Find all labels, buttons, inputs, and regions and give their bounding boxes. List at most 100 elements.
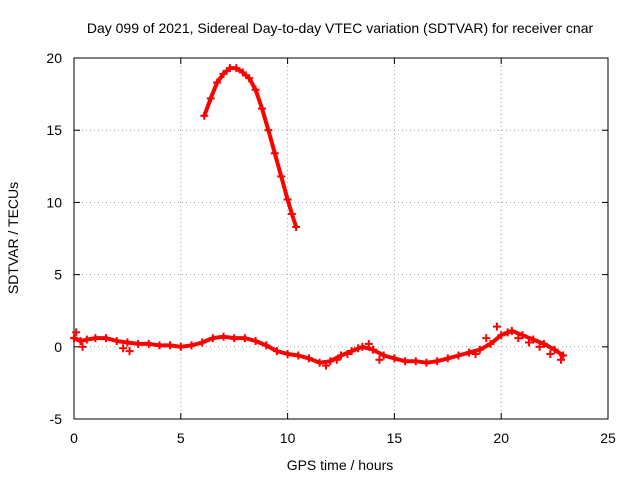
data-point bbox=[322, 361, 331, 370]
data-point bbox=[332, 355, 341, 364]
data-point bbox=[475, 345, 484, 354]
y-axis-title: SDTVAR / TECUs bbox=[5, 182, 21, 294]
data-point bbox=[91, 334, 100, 343]
data-point bbox=[529, 335, 538, 344]
series-satellite-arcs-low-overlap bbox=[72, 322, 566, 370]
data-point bbox=[272, 347, 281, 356]
data-point bbox=[550, 345, 559, 354]
data-point bbox=[482, 334, 491, 343]
data-point bbox=[82, 335, 91, 344]
data-point bbox=[76, 337, 85, 346]
data-point bbox=[539, 339, 548, 348]
data-point bbox=[208, 334, 217, 343]
x-tick-label: 10 bbox=[280, 430, 296, 446]
data-point bbox=[283, 350, 292, 359]
x-tick-label: 15 bbox=[387, 430, 403, 446]
data-point bbox=[454, 351, 463, 360]
y-tick-label: 0 bbox=[54, 339, 62, 355]
data-point bbox=[559, 351, 568, 360]
data-point bbox=[245, 74, 254, 83]
data-point bbox=[471, 350, 480, 359]
data-point bbox=[264, 126, 273, 135]
data-point bbox=[486, 339, 495, 348]
data-point bbox=[390, 354, 399, 363]
x-axis-title: GPS time / hours bbox=[287, 457, 394, 473]
data-point bbox=[112, 337, 121, 346]
data-point bbox=[70, 334, 78, 343]
data-point bbox=[411, 357, 420, 366]
data-point bbox=[219, 69, 228, 78]
x-tick-label: 20 bbox=[493, 430, 509, 446]
series-satellite-arcs-low bbox=[70, 326, 568, 367]
data-point bbox=[219, 332, 228, 341]
data-point bbox=[166, 341, 175, 350]
data-point bbox=[443, 354, 452, 363]
data-point bbox=[198, 338, 207, 347]
data-point bbox=[354, 344, 363, 353]
data-point bbox=[535, 342, 544, 351]
data-point bbox=[347, 347, 356, 356]
data-point bbox=[78, 342, 87, 351]
data-point bbox=[422, 358, 431, 367]
y-tick-label: 5 bbox=[54, 267, 62, 283]
data-point bbox=[134, 339, 143, 348]
data-point bbox=[465, 348, 474, 357]
data-point bbox=[277, 172, 286, 181]
y-tick-label: 15 bbox=[46, 122, 62, 138]
x-tick-label: 5 bbox=[177, 430, 185, 446]
data-point bbox=[287, 209, 296, 218]
data-point bbox=[270, 149, 279, 158]
data-point bbox=[257, 104, 266, 113]
y-tick-label: 10 bbox=[46, 194, 62, 210]
data-point bbox=[232, 64, 241, 73]
grid bbox=[74, 58, 608, 419]
data-point bbox=[315, 358, 324, 367]
data-point bbox=[518, 331, 527, 340]
y-tick-label: 20 bbox=[46, 50, 62, 66]
data-point bbox=[497, 331, 506, 340]
data-point bbox=[240, 334, 249, 343]
data-point bbox=[369, 345, 378, 354]
chart-title: Day 099 of 2021, Sidereal Day-to-day VTE… bbox=[87, 20, 594, 36]
data-point bbox=[375, 355, 384, 364]
data-point bbox=[294, 351, 303, 360]
data-point bbox=[251, 337, 260, 346]
data-point bbox=[492, 322, 501, 331]
data-point bbox=[230, 334, 239, 343]
data-point bbox=[379, 351, 388, 360]
data-point bbox=[155, 341, 164, 350]
data-point bbox=[337, 351, 345, 360]
data-point bbox=[326, 357, 335, 366]
data-point bbox=[358, 342, 367, 351]
data-point bbox=[123, 338, 132, 347]
y-tick-label: -5 bbox=[50, 411, 63, 427]
data-point bbox=[514, 334, 523, 343]
data-point bbox=[200, 111, 209, 120]
x-tick-label: 0 bbox=[70, 430, 78, 446]
data-point bbox=[187, 341, 196, 350]
data-point bbox=[72, 328, 81, 337]
data-point bbox=[292, 222, 301, 231]
data-point bbox=[283, 195, 292, 204]
data-point bbox=[503, 328, 512, 337]
data-point bbox=[119, 344, 128, 353]
data-point bbox=[238, 68, 247, 77]
data-point bbox=[304, 354, 313, 363]
data-point bbox=[546, 350, 555, 359]
data-point bbox=[176, 342, 185, 351]
data-point bbox=[433, 357, 442, 366]
data-point bbox=[125, 347, 134, 356]
series-line bbox=[202, 66, 299, 229]
data-point bbox=[507, 326, 516, 335]
plot-frame bbox=[73, 57, 609, 420]
data-point bbox=[251, 85, 260, 94]
data-point bbox=[144, 339, 153, 348]
x-tick-label: 25 bbox=[600, 430, 616, 446]
data-point bbox=[343, 350, 352, 359]
data-point bbox=[262, 341, 271, 350]
axis-ticks: 0 5 10 15 20 25 -5 0 5 10 15 20 bbox=[46, 50, 616, 446]
data-point bbox=[206, 94, 215, 103]
data-point bbox=[102, 334, 111, 343]
data-point bbox=[524, 338, 533, 347]
series-satellite-arc-high bbox=[200, 64, 301, 231]
